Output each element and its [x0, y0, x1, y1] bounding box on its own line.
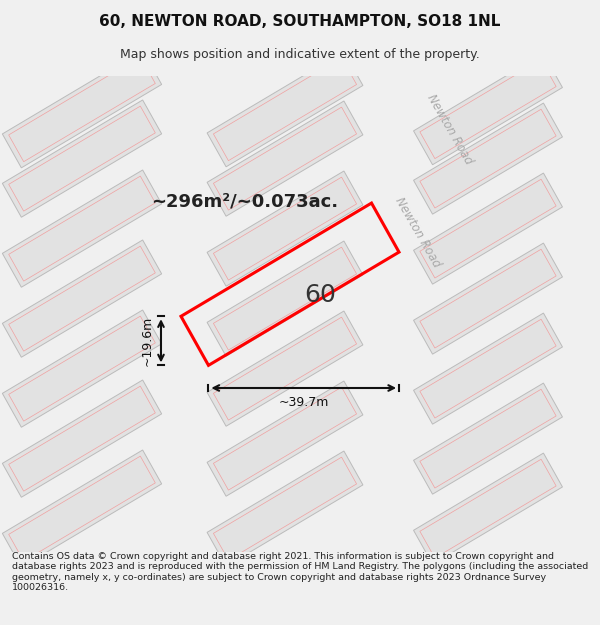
Polygon shape — [207, 101, 363, 216]
Text: Newton Road: Newton Road — [392, 196, 443, 270]
Polygon shape — [413, 103, 562, 214]
Text: 60: 60 — [304, 282, 336, 306]
Polygon shape — [413, 243, 562, 354]
Polygon shape — [2, 170, 161, 288]
Polygon shape — [2, 450, 161, 568]
Polygon shape — [413, 173, 562, 284]
Text: ~39.7m: ~39.7m — [278, 396, 329, 409]
Polygon shape — [207, 311, 363, 426]
Text: 60, NEWTON ROAD, SOUTHAMPTON, SO18 1NL: 60, NEWTON ROAD, SOUTHAMPTON, SO18 1NL — [100, 14, 500, 29]
Text: Contains OS data © Crown copyright and database right 2021. This information is : Contains OS data © Crown copyright and d… — [12, 552, 588, 592]
Polygon shape — [413, 313, 562, 424]
Polygon shape — [2, 240, 161, 358]
Text: ~296m²/~0.073ac.: ~296m²/~0.073ac. — [151, 193, 338, 211]
Text: Newton Road: Newton Road — [425, 92, 475, 167]
Polygon shape — [207, 52, 363, 167]
Polygon shape — [413, 383, 562, 494]
Polygon shape — [207, 241, 363, 356]
Text: ~19.6m: ~19.6m — [140, 316, 154, 366]
Polygon shape — [2, 310, 161, 428]
Polygon shape — [2, 380, 161, 498]
Polygon shape — [2, 100, 161, 218]
Polygon shape — [207, 381, 363, 496]
Polygon shape — [413, 54, 562, 165]
Polygon shape — [413, 453, 562, 564]
Polygon shape — [2, 51, 161, 168]
Polygon shape — [207, 451, 363, 566]
Polygon shape — [207, 171, 363, 286]
Text: Map shows position and indicative extent of the property.: Map shows position and indicative extent… — [120, 48, 480, 61]
